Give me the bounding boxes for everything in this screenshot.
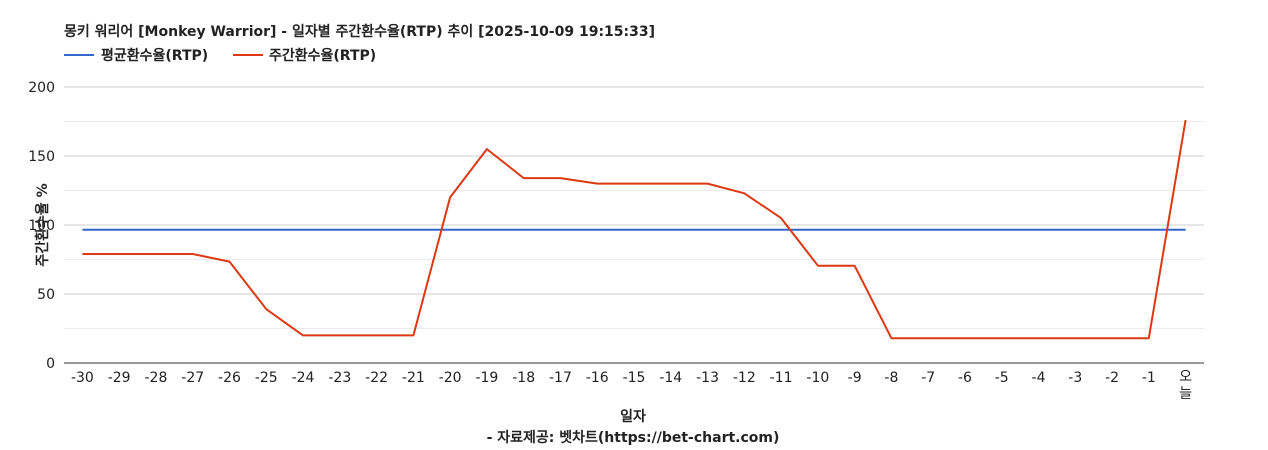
plot-area xyxy=(82,119,1187,340)
x-tick-label: -5 xyxy=(995,370,1009,386)
x-axis-label: 일자 xyxy=(620,409,646,425)
x-tick-label: -22 xyxy=(365,370,388,386)
x-tick-label: -19 xyxy=(475,370,498,386)
grid xyxy=(64,86,1204,364)
x-tick-label: -9 xyxy=(848,370,862,386)
x-tick-label: -20 xyxy=(439,370,462,386)
y-axis: 0 50 100 150 200 xyxy=(28,80,55,372)
x-tick-label: -25 xyxy=(255,370,278,386)
x-tick-label: -13 xyxy=(696,370,719,386)
x-tick-label: -23 xyxy=(328,370,351,386)
source-credit: - 자료제공: 벳차트(https://bet-chart.com) xyxy=(487,429,780,446)
x-tick-label: -16 xyxy=(586,370,609,386)
series-line-1 xyxy=(82,119,1187,340)
y-tick-label: 0 xyxy=(46,356,55,372)
x-tick-label: -26 xyxy=(218,370,241,386)
x-tick-label: -3 xyxy=(1068,370,1082,386)
x-tick-label: -18 xyxy=(512,370,535,386)
x-tick-label: -17 xyxy=(549,370,572,386)
y-tick-label: 150 xyxy=(28,149,55,165)
legend: 평균환수율(RTP) 주간환수율(RTP) xyxy=(64,47,376,64)
x-tick-label: -24 xyxy=(292,370,315,386)
x-tick-label: -10 xyxy=(806,370,829,386)
x-tick-label: -27 xyxy=(181,370,204,386)
x-tick-label: -2 xyxy=(1105,370,1119,386)
y-tick-label: 50 xyxy=(37,287,55,303)
x-tick-label: -1 xyxy=(1142,370,1156,386)
x-tick-label: -12 xyxy=(733,370,756,386)
x-axis: -30 -29 -28 -27 -26 -25 -24 -23 -22 -21 -20 -19 -18-… xyxy=(71,369,1192,402)
x-tick-label: -15 xyxy=(623,370,646,386)
chart-title: 몽키 워리어 [Monkey Warrior] - 일자별 주간환수율(RTP)… xyxy=(64,23,655,40)
x-tick-label: -21 xyxy=(402,370,425,386)
x-tick-label: -14 xyxy=(659,370,682,386)
x-tick-label: -6 xyxy=(958,370,972,386)
x-tick-label: -30 xyxy=(71,370,94,386)
y-tick-label: 200 xyxy=(28,80,55,96)
x-tick-label: -4 xyxy=(1032,370,1046,386)
x-tick-label: -28 xyxy=(144,370,167,386)
x-tick-label: -29 xyxy=(108,370,131,386)
x-tick-label: -7 xyxy=(921,370,935,386)
x-tick-label: -8 xyxy=(884,370,898,386)
y-axis-label: 주간환수율 % xyxy=(34,183,51,266)
x-tick-label: -11 xyxy=(770,370,793,386)
y-tick-label: 100 xyxy=(28,218,55,234)
legend-label-average: 평균환수율(RTP) xyxy=(101,47,208,64)
legend-label-weekly: 주간환수율(RTP) xyxy=(269,47,376,64)
